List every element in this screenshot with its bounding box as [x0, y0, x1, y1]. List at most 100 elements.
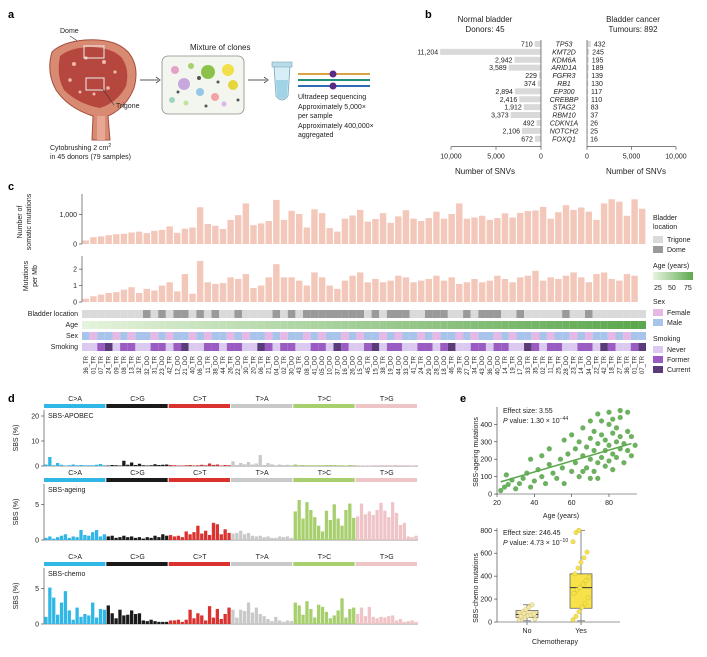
smoking-cell	[82, 343, 90, 351]
smoking-cell	[295, 343, 304, 351]
e-top-pvalue: P value: 1.30 × 10−44	[503, 416, 568, 425]
sbs-bar	[63, 591, 68, 624]
smoking-cell	[211, 343, 220, 351]
sbs-bar	[133, 614, 138, 624]
gene-label-FOXQ1: FOXQ1	[552, 136, 576, 143]
legend-trigone: Trigone	[667, 237, 691, 244]
sbs-bar	[106, 605, 110, 624]
sex-cell	[249, 332, 258, 340]
cytobrushing-line1: Cytobrushing 2 cm2	[50, 143, 111, 152]
sample-label: 32_TR	[137, 355, 143, 374]
sample-label: 40_DO	[495, 356, 501, 375]
age-cell	[569, 321, 578, 329]
location-cell	[417, 310, 425, 318]
sbs-bar	[67, 610, 71, 624]
sample-label: 36_TR	[625, 355, 631, 374]
sbs-bar	[309, 465, 313, 466]
smoking-cell	[409, 343, 418, 351]
sbs-bar	[305, 601, 309, 624]
scatter-point	[617, 407, 623, 414]
scatter-point	[598, 454, 605, 461]
mutation-bar	[547, 218, 554, 244]
sbs-bar	[414, 465, 418, 466]
scatter-point	[591, 447, 597, 454]
d-ytick-label: 0	[35, 622, 39, 629]
sample-label: 29_DO	[427, 356, 433, 375]
sex-cell	[379, 332, 387, 340]
smoking-cell	[531, 343, 540, 351]
sample-label: 19_TR	[511, 355, 517, 374]
smoking-cell	[234, 343, 243, 351]
scatter-point	[531, 478, 537, 484]
sex-cell	[447, 332, 456, 340]
c-top-ytick-label: 0	[73, 242, 77, 249]
sex-cell	[112, 332, 121, 340]
sbs-bar	[118, 537, 122, 540]
age-cell	[630, 321, 639, 329]
mutation-bar	[402, 210, 410, 244]
sbs-bar	[371, 515, 375, 540]
smoking-cell	[104, 343, 113, 351]
sbs-bar	[94, 617, 99, 624]
sbs-bar	[344, 465, 348, 466]
sex-cell	[424, 332, 433, 340]
sample-label: 41_TR	[412, 355, 418, 374]
age-cell	[348, 321, 357, 329]
sbs-bar	[301, 614, 305, 624]
panel-label-c: c	[8, 181, 14, 193]
sbs-bar	[118, 609, 122, 624]
sex-cell	[242, 332, 250, 340]
sample-label: 11_TR	[206, 355, 212, 373]
scatter-point	[539, 453, 545, 459]
mutation-rate-bar	[97, 294, 105, 302]
sample-label: 09_TR	[114, 355, 120, 374]
b-left-tick-label: 5,000	[487, 154, 505, 161]
sbs-bar	[87, 535, 91, 540]
sbs-bar	[383, 465, 387, 466]
sample-label: 12_DO	[175, 356, 181, 375]
smoking-cell	[394, 343, 403, 351]
smoking-cell	[508, 343, 517, 351]
scatter-point	[587, 435, 593, 441]
sbs-bar	[352, 465, 356, 466]
sex-cell	[524, 332, 532, 340]
mutation-bar	[440, 218, 448, 244]
scatter-point	[554, 475, 560, 481]
c-ylabel1: Number of somatic mutations	[17, 193, 33, 250]
sbs-bar	[130, 536, 134, 540]
sbs-bar	[215, 464, 220, 466]
sex-cell	[417, 332, 425, 340]
sbs-bar	[317, 525, 321, 540]
legend-swatch-trigone	[653, 236, 663, 243]
box-point	[573, 613, 579, 619]
scatter-point	[628, 453, 635, 459]
sbs-bar	[75, 465, 79, 466]
sex-cell	[203, 332, 212, 340]
scatter-point	[628, 433, 635, 440]
mutation-bar	[524, 211, 532, 244]
seq-line1: Ultradeep sequencing	[298, 94, 366, 101]
legend-age-title: Age (years)	[653, 263, 689, 270]
d-ytick-label: 5	[35, 502, 39, 509]
mutation-bar	[471, 217, 478, 244]
location-cell	[181, 310, 189, 318]
location-cell	[188, 310, 197, 318]
sex-cell	[158, 332, 166, 340]
sequencing-tube-icon	[271, 61, 293, 101]
box-point	[585, 595, 591, 601]
sbs-bar	[219, 619, 223, 624]
mutation-bar	[265, 221, 272, 244]
sbs-bar	[258, 614, 262, 624]
mutation-bar	[288, 210, 295, 244]
scatter-point	[610, 467, 616, 473]
mutation-bar	[387, 222, 394, 244]
age-cell	[402, 321, 410, 329]
scatter-point	[610, 451, 616, 457]
sbs-bar	[87, 465, 91, 466]
gene-label-STAG2: STAG2	[553, 105, 576, 112]
mutation-bar	[113, 234, 120, 244]
smoking-cell	[539, 343, 547, 351]
sbs-bar	[211, 465, 216, 466]
smoking-cell	[203, 343, 212, 351]
mutation-rate-bar	[364, 282, 372, 302]
